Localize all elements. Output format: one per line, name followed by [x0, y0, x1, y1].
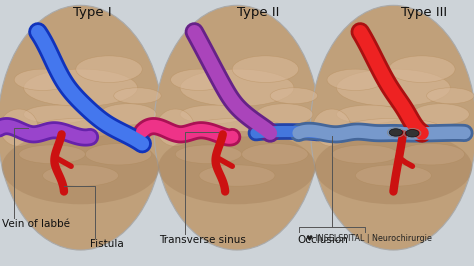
Ellipse shape: [356, 165, 431, 186]
Ellipse shape: [19, 145, 85, 164]
Ellipse shape: [114, 88, 161, 104]
Ellipse shape: [100, 104, 156, 125]
Text: Vein of labbé: Vein of labbé: [2, 219, 70, 230]
Ellipse shape: [0, 109, 38, 146]
Ellipse shape: [24, 105, 90, 124]
Ellipse shape: [24, 69, 137, 106]
Ellipse shape: [332, 145, 398, 164]
Ellipse shape: [43, 165, 118, 186]
Ellipse shape: [0, 5, 164, 250]
Ellipse shape: [190, 118, 284, 137]
Ellipse shape: [154, 5, 320, 250]
Ellipse shape: [346, 118, 441, 137]
Ellipse shape: [180, 69, 294, 106]
Ellipse shape: [427, 88, 474, 104]
Ellipse shape: [180, 105, 246, 124]
Ellipse shape: [175, 145, 242, 164]
Ellipse shape: [232, 56, 299, 82]
Ellipse shape: [76, 56, 142, 82]
Ellipse shape: [171, 69, 228, 90]
Ellipse shape: [327, 69, 384, 90]
Ellipse shape: [158, 131, 316, 204]
Ellipse shape: [270, 88, 318, 104]
Text: Fistula: Fistula: [90, 239, 124, 250]
Ellipse shape: [156, 109, 194, 146]
Ellipse shape: [337, 69, 450, 106]
Ellipse shape: [2, 131, 159, 204]
Ellipse shape: [242, 144, 308, 165]
Text: Type III: Type III: [401, 6, 447, 19]
Ellipse shape: [310, 5, 474, 250]
Ellipse shape: [199, 165, 275, 186]
Ellipse shape: [85, 144, 152, 165]
Text: Type II: Type II: [237, 6, 279, 19]
Ellipse shape: [337, 105, 403, 124]
Text: ♥ INSELSPITAL | Neurochirurgie: ♥ INSELSPITAL | Neurochirurgie: [306, 234, 432, 243]
Ellipse shape: [33, 118, 128, 137]
Text: Type I: Type I: [73, 6, 112, 19]
Ellipse shape: [313, 109, 351, 146]
Ellipse shape: [412, 104, 469, 125]
Text: Transverse sinus: Transverse sinus: [159, 235, 246, 246]
Ellipse shape: [389, 56, 455, 82]
Text: Occlusion: Occlusion: [298, 235, 348, 246]
Ellipse shape: [256, 104, 313, 125]
Circle shape: [389, 129, 402, 136]
Ellipse shape: [14, 69, 71, 90]
Ellipse shape: [315, 131, 472, 204]
Circle shape: [406, 130, 419, 137]
Ellipse shape: [398, 144, 465, 165]
